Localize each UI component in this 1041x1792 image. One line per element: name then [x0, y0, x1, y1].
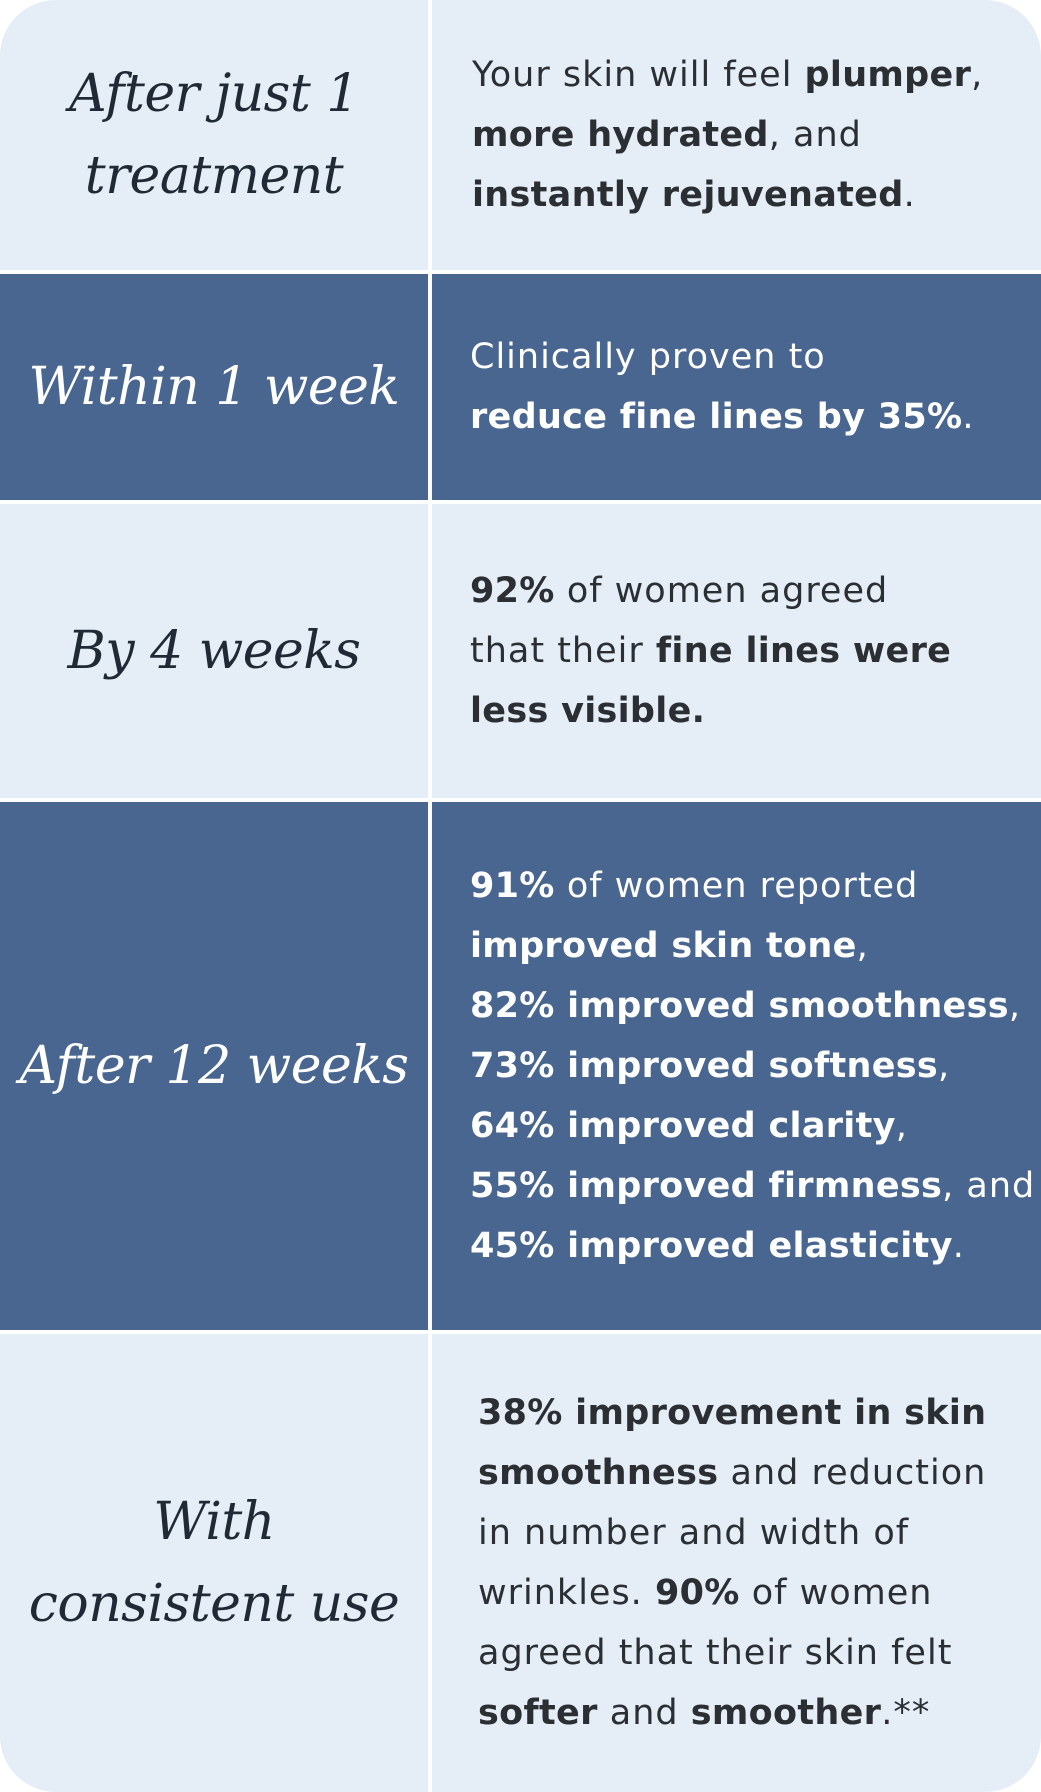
result-line: Your skin will feel plumper,	[472, 55, 984, 95]
result-line: softer and smoother.**	[478, 1693, 931, 1733]
result-line: wrinkles. 90% of women	[478, 1573, 933, 1613]
timeframe-line: consistent use	[28, 1574, 400, 1634]
result-text: 38% improvement in skin smoothness and r…	[478, 1383, 986, 1743]
row-after-12-weeks: After 12 weeks 91% of women reported imp…	[0, 802, 1041, 1330]
row-within-1-week: Within 1 week Clinically proven to reduc…	[0, 274, 1041, 500]
row-by-4-weeks: By 4 weeks 92% of women agreed that thei…	[0, 504, 1041, 798]
result-line: 55% improved firmness, and	[470, 1166, 1036, 1206]
timeframe-label: Within 1 week	[29, 346, 400, 428]
result-line: more hydrated, and	[472, 115, 862, 155]
result-text: 91% of women reported improved skin tone…	[470, 856, 1035, 1276]
result-line: 92% of women agreed	[470, 571, 889, 611]
result-line: less visible.	[470, 691, 706, 731]
result-line: 38% improvement in skin	[478, 1393, 987, 1433]
timeframe-label: After just 1 treatment	[69, 53, 359, 217]
result-cell: 91% of women reported improved skin tone…	[432, 802, 1041, 1330]
result-line: smoothness and reduction	[478, 1453, 987, 1493]
result-text: Clinically proven to reduce fine lines b…	[470, 327, 975, 447]
result-line: Clinically proven to	[470, 337, 826, 377]
timeframe-cell: With consistent use	[0, 1334, 428, 1792]
result-line: 64% improved clarity,	[470, 1106, 908, 1146]
timeframe-line: By 4 weeks	[67, 621, 361, 681]
timeframe-line: After just 1	[69, 64, 359, 124]
timeframe-line: treatment	[84, 146, 344, 206]
result-line: 82% improved smoothness,	[470, 986, 1021, 1026]
timeframe-label: With consistent use	[28, 1481, 400, 1645]
timeframe-line: With	[153, 1492, 275, 1552]
result-text: Your skin will feel plumper, more hydrat…	[472, 45, 983, 225]
row-with-consistent-use: With consistent use 38% improvement in s…	[0, 1334, 1041, 1792]
result-line: agreed that their skin felt	[478, 1633, 953, 1673]
result-cell: 92% of women agreed that their fine line…	[432, 504, 1041, 798]
timeframe-label: After 12 weeks	[20, 1025, 409, 1107]
result-cell: Your skin will feel plumper, more hydrat…	[432, 0, 1041, 270]
result-line: that their fine lines were	[470, 631, 952, 671]
result-line: in number and width of	[478, 1513, 910, 1553]
result-line: 45% improved elasticity.	[470, 1226, 965, 1266]
result-line: instantly rejuvenated.	[472, 175, 916, 215]
timeframe-cell: By 4 weeks	[0, 504, 428, 798]
row-after-1-treatment: After just 1 treatment Your skin will fe…	[0, 0, 1041, 270]
timeframe-cell: After just 1 treatment	[0, 0, 428, 270]
result-line: 91% of women reported	[470, 866, 919, 906]
result-line: improved skin tone,	[470, 926, 869, 966]
result-text: 92% of women agreed that their fine line…	[470, 561, 951, 741]
result-cell: 38% improvement in skin smoothness and r…	[432, 1334, 1041, 1792]
result-cell: Clinically proven to reduce fine lines b…	[432, 274, 1041, 500]
timeframe-cell: After 12 weeks	[0, 802, 428, 1330]
timeframe-label: By 4 weeks	[68, 610, 361, 692]
result-line: 73% improved softness,	[470, 1046, 951, 1086]
timeframe-line: Within 1 week	[28, 357, 400, 417]
timeframe-line: After 12 weeks	[19, 1036, 409, 1096]
result-line: reduce fine lines by 35%.	[470, 397, 975, 437]
timeframe-cell: Within 1 week	[0, 274, 428, 500]
